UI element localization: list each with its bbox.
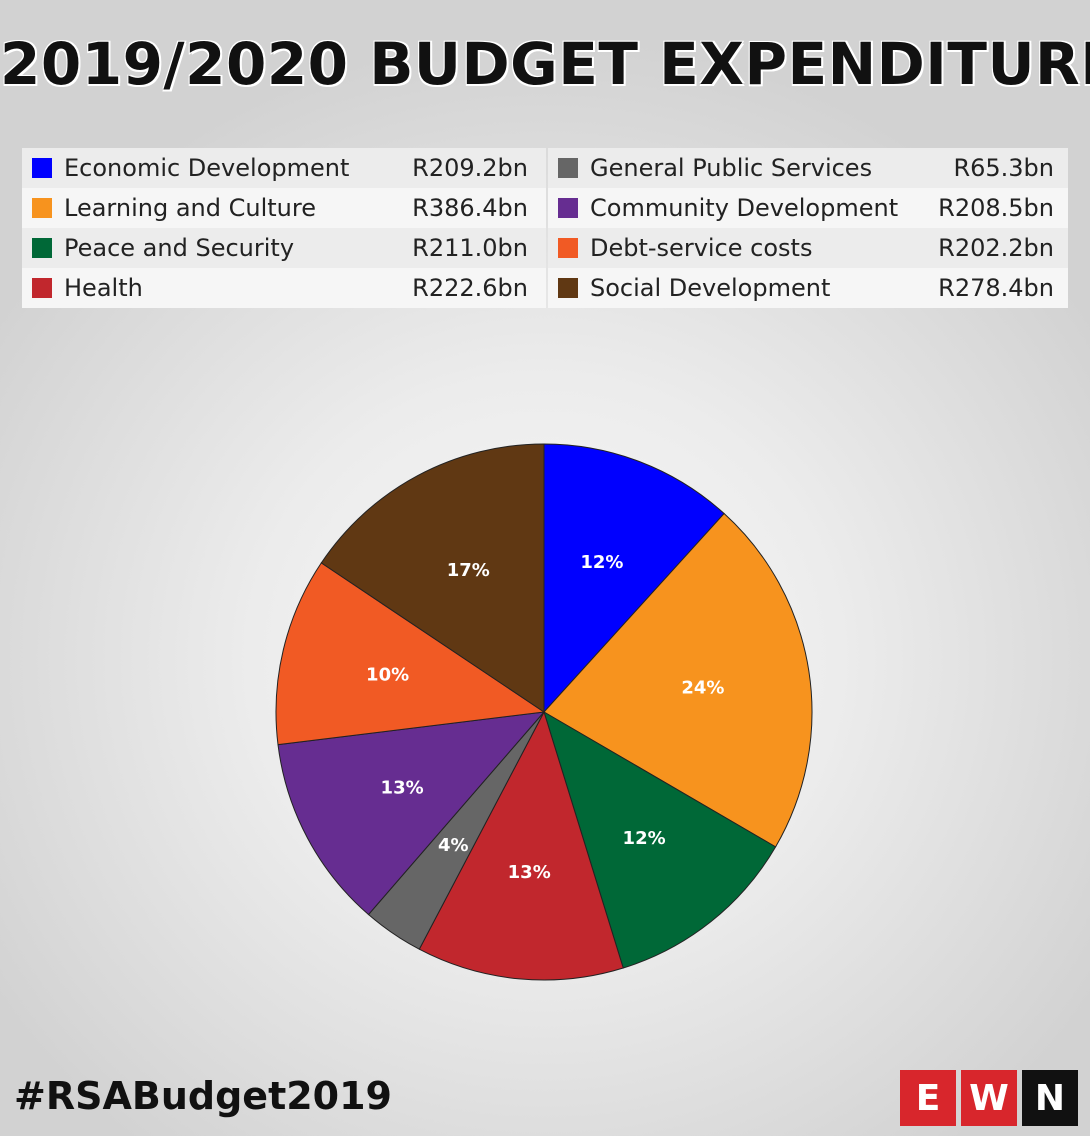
legend: Economic Development R209.2bn General Publ… <box>22 148 1068 308</box>
slice-label: 12% <box>580 552 623 573</box>
legend-item: Community Development R208.5bn <box>548 188 1068 228</box>
legend-value: R202.2bn <box>938 234 1054 262</box>
pie-slice <box>543 443 725 714</box>
pie-slice <box>543 512 813 848</box>
slice-label: 13% <box>381 778 424 799</box>
legend-item: Health R222.6bn <box>22 268 546 308</box>
pie-slice <box>277 711 546 916</box>
slice-label: 24% <box>681 678 724 699</box>
pie-slice <box>543 710 777 969</box>
logo-letter-n: N <box>1034 1077 1066 1119</box>
ewn-logo-n: N <box>1022 1070 1078 1126</box>
pie-slice <box>418 710 624 981</box>
legend-swatch <box>32 158 52 178</box>
legend-label: Economic Development <box>64 154 350 182</box>
legend-swatch <box>558 238 578 258</box>
slice-label: 17% <box>447 560 490 581</box>
slice-label: 13% <box>508 862 551 883</box>
ewn-logo-w: W <box>961 1070 1017 1126</box>
slice-label: 4% <box>438 835 469 856</box>
legend-value: R211.0bn <box>412 234 528 262</box>
legend-swatch <box>32 278 52 298</box>
legend-label: Peace and Security <box>64 234 295 262</box>
legend-item: Social Development R278.4bn <box>548 268 1068 308</box>
pie-slice <box>320 443 545 713</box>
legend-item: Learning and Culture R386.4bn <box>22 188 546 228</box>
legend-label: Social Development <box>590 274 831 302</box>
legend-label: Learning and Culture <box>64 194 316 222</box>
pie-slice <box>275 562 546 746</box>
chart-title: 2019/2020 BUDGET EXPENDITURE <box>0 30 1090 98</box>
legend-value: R208.5bn <box>938 194 1054 222</box>
legend-label: Community Development <box>590 194 899 222</box>
legend-value: R65.3bn <box>953 154 1054 182</box>
legend-value: R209.2bn <box>412 154 528 182</box>
legend-value: R278.4bn <box>938 274 1054 302</box>
legend-value: R222.6bn <box>412 274 528 302</box>
legend-label: Health <box>64 274 143 302</box>
ewn-logo-e: E <box>900 1070 956 1126</box>
legend-item: Economic Development R209.2bn <box>22 148 546 188</box>
slice-label: 12% <box>623 828 666 849</box>
logo-letter-w: W <box>969 1077 1009 1119</box>
legend-item: General Public Services R65.3bn <box>548 148 1068 188</box>
legend-label: General Public Services <box>590 154 873 182</box>
legend-label: Debt-service costs <box>590 234 813 262</box>
hashtag: #RSABudget2019 <box>14 1074 392 1118</box>
legend-swatch <box>32 238 52 258</box>
legend-swatch <box>558 278 578 298</box>
legend-swatch <box>32 198 52 218</box>
legend-item: Debt-service costs R202.2bn <box>548 228 1068 268</box>
slice-label: 10% <box>366 665 409 686</box>
legend-item: Peace and Security R211.0bn <box>22 228 546 268</box>
legend-swatch <box>558 198 578 218</box>
legend-value: R386.4bn <box>412 194 528 222</box>
legend-swatch <box>558 158 578 178</box>
logo-letter-e: E <box>915 1077 941 1119</box>
